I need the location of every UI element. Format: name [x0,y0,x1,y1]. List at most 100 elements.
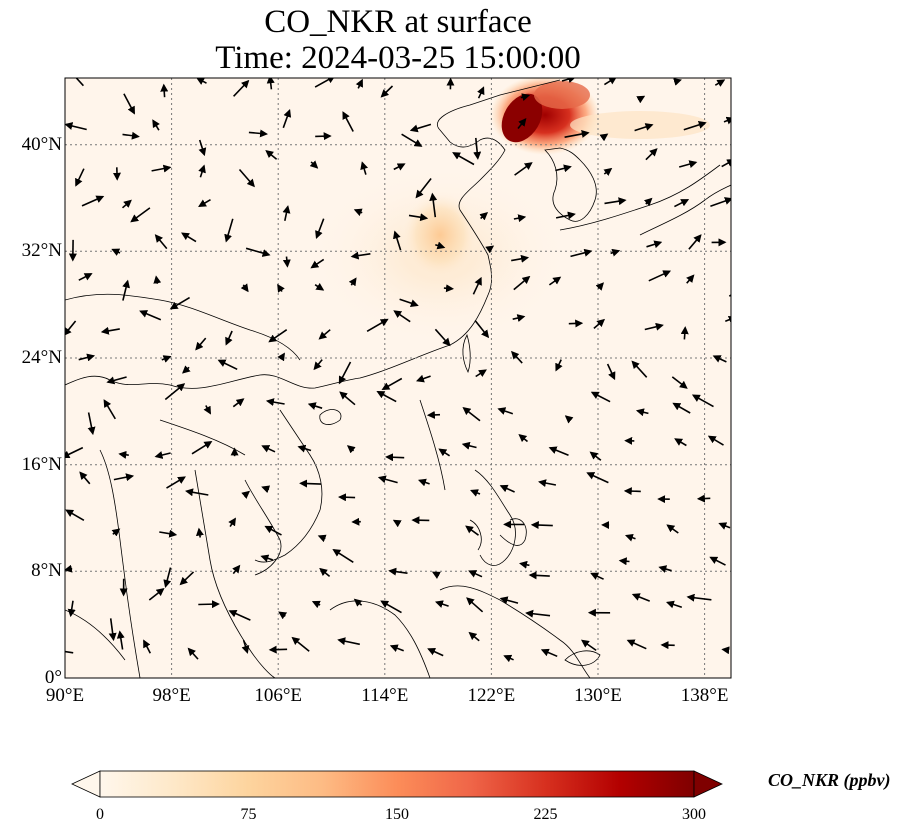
wind-arrow [181,232,197,243]
wind-arrow [434,600,449,608]
wind-arrow [163,567,172,588]
wind-arrow [319,567,331,578]
wind-arrow [540,648,558,658]
y-tick-label: 16°N [21,453,62,475]
wind-arrow [466,597,484,613]
wind-arrow [631,360,648,378]
wind-arrow [468,631,480,642]
wind-arrow [307,402,323,410]
wind-arrow [277,352,285,362]
wind-arrow [261,485,271,494]
wind-arrow [169,296,191,310]
wind-arrow [595,282,604,291]
wind-arrow [723,116,731,125]
wind-arrow [636,95,646,104]
wind-arrow [282,256,291,268]
wind-arrow [555,164,572,173]
wind-arrow [277,283,285,293]
wind-arrow [65,122,87,131]
wind-arrow [528,571,550,580]
wind-arrow [278,611,288,620]
wind-arrow [376,390,397,403]
wind-arrow [160,83,169,98]
wind-arrow [291,636,310,652]
wind-arrow [415,178,432,199]
wind-arrow [353,208,363,217]
wind-arrow [520,93,531,102]
wind-arrow [166,476,186,489]
wind-arrow [429,192,438,218]
wind-arrow [332,548,354,563]
wind-arrow [179,571,195,586]
wind-arrow [673,78,682,86]
x-tick-label: 106°E [254,685,303,706]
wind-arrow [431,571,441,579]
wind-arrow [725,315,731,324]
wind-arrow [479,212,489,221]
wind-arrow [381,377,403,390]
wind-arrow [268,329,288,343]
map-border [64,77,732,679]
wind-arrow [644,322,664,331]
wind-arrow [514,162,533,176]
wind-arrow [426,410,441,419]
wind-arrow [143,639,152,654]
colorbar [71,770,723,798]
wind-arrow [472,276,482,295]
wind-arrow [603,78,617,86]
wind-arrow [499,484,515,493]
wind-arrow [530,521,553,530]
wind-arrow [709,556,726,566]
wind-arrow [417,478,430,487]
wind-arrow [65,564,73,573]
wind-arrow [712,355,727,363]
wind-arrow [224,218,234,243]
wind-arrow [606,363,616,381]
wind-arrow [337,637,360,646]
wind-arrow [388,567,408,576]
wind-arrow [409,123,432,133]
wind-arrow [130,207,151,223]
wind-arrow [683,121,707,131]
wind-arrow [443,284,454,293]
wind-arrow [342,111,354,132]
wind-arrow [261,445,276,453]
wind-arrow [79,471,91,485]
wind-arrow [511,254,530,263]
wind-arrow [434,328,451,347]
wind-arrow [603,167,613,176]
wind-arrow [103,399,116,420]
wind-arrow [311,600,321,609]
wind-arrow [635,408,649,417]
wind-arrow [674,438,687,447]
wind-arrow [196,78,207,85]
wind-arrow [548,276,562,286]
wind-arrow [228,517,236,528]
wind-arrow [718,522,731,530]
wind-arrow [435,241,446,250]
wind-arrow [116,630,125,650]
wind-arrow [385,453,405,462]
wind-arrow [462,407,481,422]
colorbar-gradient [99,770,695,798]
wind-arrow [122,279,130,301]
wind-arrow [461,441,477,450]
wind-arrow [599,133,609,142]
wind-arrow [225,330,233,346]
wind-arrow [265,398,285,407]
wind-arrow [623,487,641,496]
wind-arrow [645,148,658,161]
wind-arrow [580,639,597,652]
wind-arrow [399,298,419,307]
wind-arrow [118,450,129,459]
wind-arrow [185,488,209,497]
map-title: CO_NKR at surface [264,4,532,40]
wind-arrow [473,137,482,160]
y-tick-label: 32°N [21,240,62,262]
wind-arrow [564,415,574,424]
wind-arrow [728,294,731,297]
wind-arrow [686,274,695,284]
wind-arrow [164,383,186,401]
wind-arrow [67,600,76,618]
wind-arrow [339,391,356,406]
